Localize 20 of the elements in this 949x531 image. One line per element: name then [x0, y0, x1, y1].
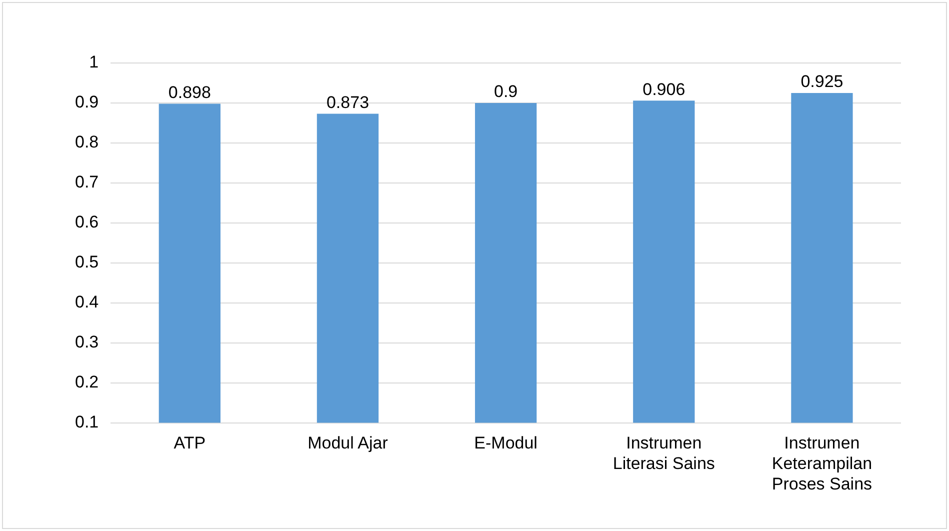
x-tick-label: Instrumen Literasi Sains	[612, 434, 715, 474]
x-tick-label: Modul Ajar	[308, 434, 388, 453]
y-tick-label: 1	[89, 52, 99, 72]
y-tick-label: 0.6	[74, 212, 99, 232]
y-tick-label: 0.2	[74, 372, 99, 392]
y-tick-label: 0.9	[74, 92, 99, 112]
y-tick-label: 0.8	[74, 132, 99, 152]
y-tick-label: 0.3	[74, 332, 99, 352]
data-label: 0.9	[494, 82, 518, 102]
x-tick-label: E-Modul	[474, 434, 538, 453]
data-label: 0.925	[800, 72, 844, 92]
data-label: 0.873	[326, 92, 370, 112]
data-label: 0.898	[168, 82, 211, 102]
data-label: 0.906	[642, 80, 686, 99]
y-tick-label: 0.5	[74, 252, 99, 272]
x-tick-label: Instrumen Keterampilan Proses Sains	[772, 434, 872, 494]
y-tick-label: 0.7	[74, 172, 99, 192]
y-tick-label: 0.4	[74, 292, 99, 312]
x-tick-label: ATP	[174, 434, 206, 453]
y-tick-label: 0.1	[74, 412, 99, 432]
